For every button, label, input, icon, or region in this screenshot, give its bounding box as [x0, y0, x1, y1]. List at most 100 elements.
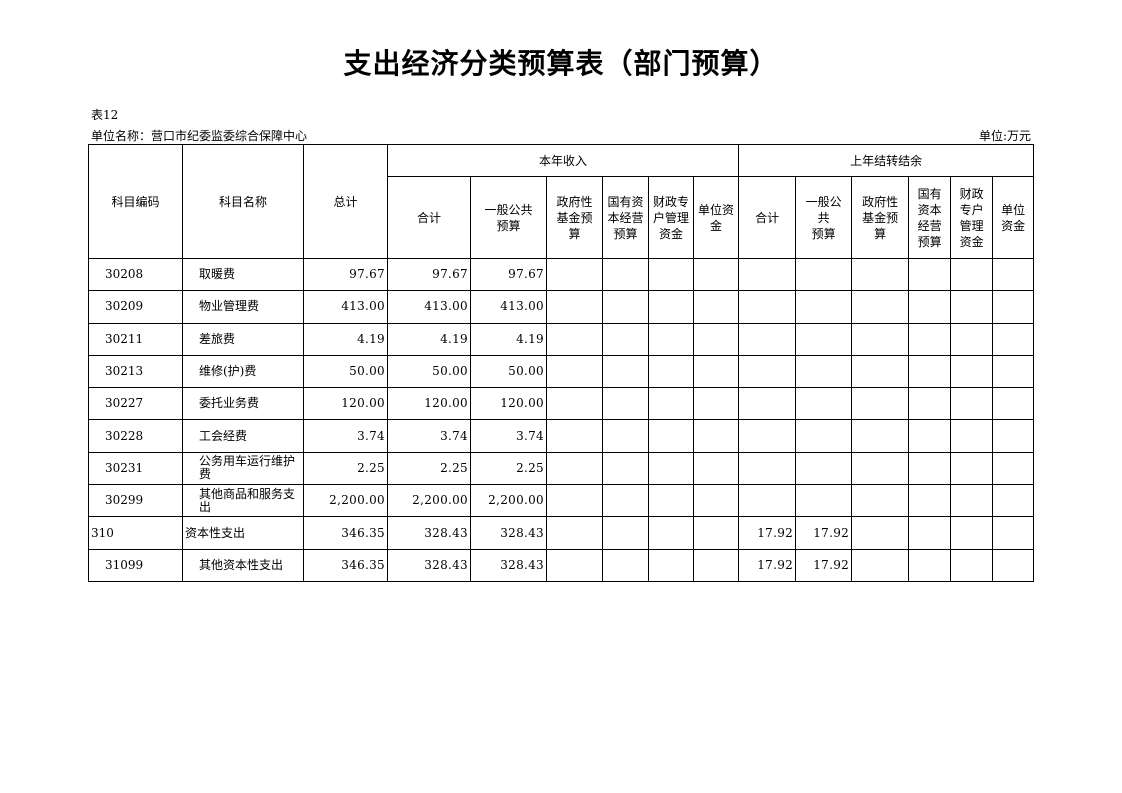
row-value: 328.43 [470, 548, 547, 582]
row-value: 346.35 [303, 516, 388, 550]
row-value [692, 548, 740, 582]
row-value [602, 451, 649, 486]
row-value [692, 387, 740, 421]
row-value [602, 484, 649, 518]
header-carry-2: 政府性 基金预 算 [851, 176, 910, 259]
row-value [908, 548, 952, 582]
row-value: 2,200.00 [387, 484, 471, 518]
row-value [908, 354, 952, 389]
row-value [795, 354, 853, 389]
row-value [908, 451, 952, 486]
header-carry-4: 财政 专户 管理 资金 [950, 176, 994, 259]
row-value: 120.00 [470, 387, 547, 421]
row-value [992, 257, 1035, 292]
row-value [950, 484, 994, 518]
row-value [546, 419, 603, 453]
row-value: 17.92 [738, 516, 797, 550]
row-value [992, 484, 1035, 518]
row-value [795, 451, 853, 486]
row-value: 2,200.00 [303, 484, 388, 518]
header-carry-1: 一般公 共 预算 [795, 176, 853, 259]
row-value [950, 419, 994, 453]
row-value [851, 484, 910, 518]
row-value [908, 516, 952, 550]
row-value [602, 419, 649, 453]
row-name: 维修(护)费 [182, 354, 304, 389]
row-value [992, 516, 1035, 550]
row-value [851, 419, 910, 453]
table-row: 310 资本性支出 346.35 328.43 328.43 17.92 17.92 [88, 516, 1035, 550]
row-value [950, 290, 994, 324]
row-value [738, 419, 797, 453]
row-value [602, 322, 649, 356]
row-name: 取暖费 [182, 257, 304, 292]
currency-unit: 单位:万元 [978, 129, 1031, 143]
table-row: 30211 差旅费 4.19 4.19 4.19 [88, 322, 1035, 356]
row-value [950, 257, 994, 292]
row-value [992, 419, 1035, 453]
row-value [546, 516, 603, 550]
row-value [648, 322, 694, 356]
header-carry-0: 合计 [738, 176, 797, 259]
row-value [851, 322, 910, 356]
row-value [950, 387, 994, 421]
row-value: 50.00 [470, 354, 547, 389]
row-value [795, 484, 853, 518]
header-current-2: 政府性 基金预 算 [546, 176, 603, 259]
row-value [692, 354, 740, 389]
row-name: 资本性支出 [182, 516, 304, 550]
row-value: 17.92 [795, 516, 853, 550]
row-code: 30211 [88, 322, 183, 356]
header-carryover: 上年结转结余 [738, 144, 1035, 177]
row-value [738, 387, 797, 421]
row-value: 2.25 [470, 451, 547, 486]
row-code: 30231 [88, 451, 183, 486]
table-row: 30231 公务用车运行维护费 2.25 2.25 2.25 [88, 451, 1035, 486]
row-value [602, 257, 649, 292]
row-code: 30299 [88, 484, 183, 518]
row-value [795, 419, 853, 453]
row-value [692, 322, 740, 356]
row-value: 50.00 [387, 354, 471, 389]
row-value [950, 451, 994, 486]
header-carry-3: 国有 资本 经营 预算 [908, 176, 952, 259]
table-row: 30213 维修(护)费 50.00 50.00 50.00 [88, 354, 1035, 389]
header-current-3: 国有资 本经营 预算 [602, 176, 649, 259]
header-current-0: 合计 [387, 176, 471, 259]
row-value [908, 290, 952, 324]
row-value [546, 290, 603, 324]
row-value: 3.74 [387, 419, 471, 453]
page-title: 支出经济分类预算表（部门预算） [343, 47, 779, 80]
row-value: 4.19 [470, 322, 547, 356]
table-row: 30299 其他商品和服务支出 2,200.00 2,200.00 2,200.00 [88, 484, 1035, 518]
row-value [851, 290, 910, 324]
row-code: 30209 [88, 290, 183, 324]
row-value [795, 322, 853, 356]
row-value [950, 354, 994, 389]
row-value [738, 484, 797, 518]
table-row: 31099 其他资本性支出 346.35 328.43 328.43 17.92 17.92 [88, 548, 1035, 582]
row-value [992, 548, 1035, 582]
row-value [546, 548, 603, 582]
header-current-year: 本年收入 [386, 144, 740, 177]
row-value [692, 257, 740, 292]
row-value [692, 516, 740, 550]
row-code: 30208 [88, 257, 183, 292]
row-value: 2,200.00 [470, 484, 547, 518]
row-value [602, 290, 649, 324]
row-value [546, 451, 603, 486]
row-value: 2.25 [303, 451, 388, 486]
header-current-4: 财政专 户管理 资金 [648, 176, 694, 259]
row-value [692, 290, 740, 324]
row-value [851, 354, 910, 389]
header-total: 总计 [303, 144, 388, 259]
header-current-5: 单位资 金 [692, 176, 740, 259]
row-value [738, 451, 797, 486]
row-value: 97.67 [470, 257, 547, 292]
row-value [851, 548, 910, 582]
row-name: 委托业务费 [182, 387, 304, 421]
row-value [692, 484, 740, 518]
row-value [546, 354, 603, 389]
row-value: 413.00 [303, 290, 388, 324]
table-number: 表12 [91, 108, 119, 122]
